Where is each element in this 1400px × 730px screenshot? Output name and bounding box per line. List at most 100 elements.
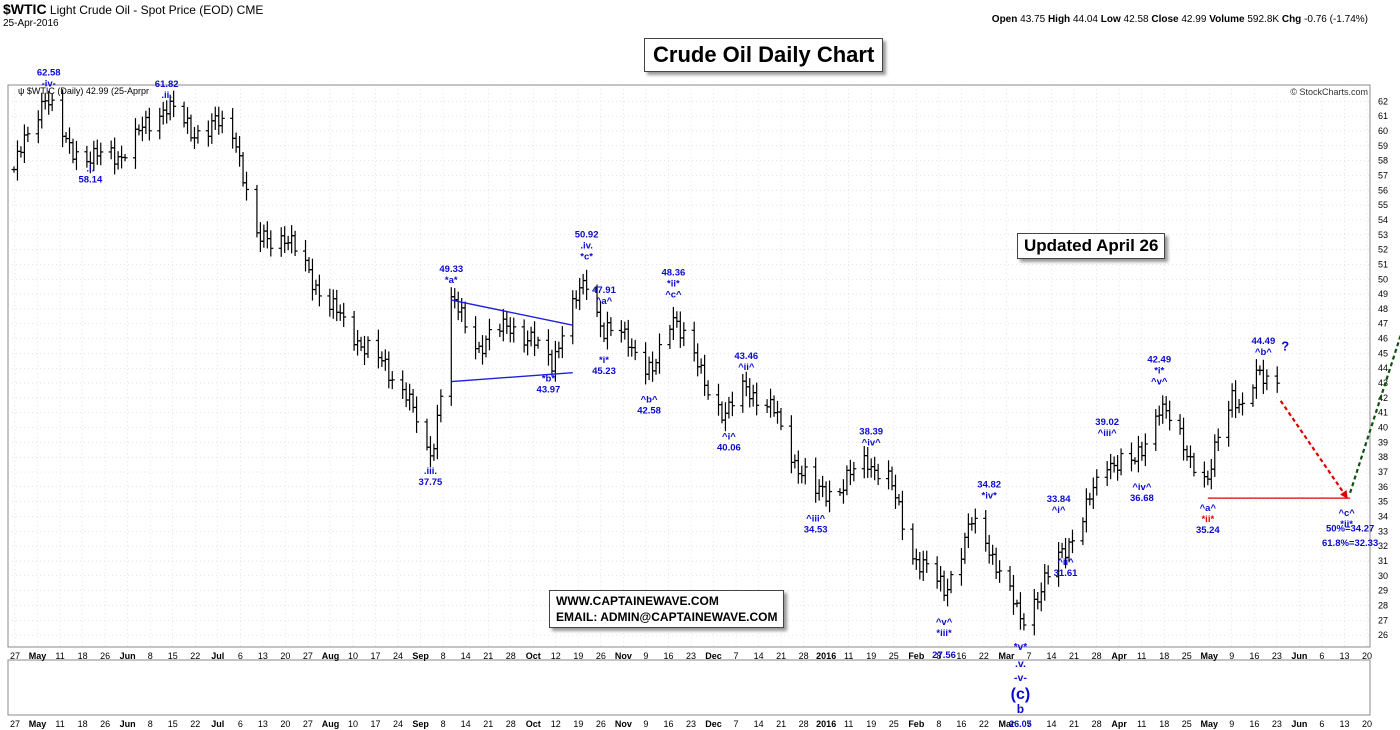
ohlc-bar bbox=[1118, 448, 1124, 476]
x-tick-label: 28 bbox=[799, 719, 809, 729]
open-label: Open bbox=[991, 14, 1018, 25]
ohlc-bar bbox=[1142, 433, 1148, 467]
wave-label-text: .iii. bbox=[424, 466, 437, 477]
x-tick-label: 16 bbox=[956, 651, 966, 661]
header-date: 25-Apr-2016 bbox=[3, 18, 59, 29]
x-tick-label: 11 bbox=[1137, 719, 1146, 729]
wave-label-text: 34.82 bbox=[977, 479, 1001, 490]
x-tick-label: 17 bbox=[371, 719, 381, 729]
low-label-text: b bbox=[1017, 702, 1024, 716]
y-tick-label: 55 bbox=[1378, 200, 1388, 210]
ohlc-bar bbox=[1215, 428, 1221, 452]
x-tick-label: 26 bbox=[100, 719, 110, 729]
x-tick-label: 19 bbox=[573, 651, 583, 661]
x-tick-label: 21 bbox=[483, 719, 493, 729]
x-axis-lower: 27 May 11 18 26 Jun 8 15 22 Jul 6 13 20 27 Aug 10 17 24 Se… bbox=[10, 719, 1372, 729]
website-text: WWW.CAPTAINEWAVE.COM bbox=[556, 594, 719, 608]
x-tick-label: 9 bbox=[1229, 719, 1234, 729]
x-tick-label: 13 bbox=[258, 719, 268, 729]
wave-label: 48.36*ii*^c^ bbox=[661, 268, 685, 301]
x-tick-label: 6 bbox=[1319, 719, 1324, 729]
x-tick-label: Feb bbox=[908, 719, 925, 729]
updated-box: Updated April 26 bbox=[1017, 233, 1166, 259]
wave-label: 38.39^iv^ bbox=[859, 426, 883, 448]
y-tick-label: 48 bbox=[1378, 304, 1388, 314]
ohlc-bar bbox=[292, 230, 298, 256]
y-tick-label: 61 bbox=[1378, 111, 1388, 121]
contact-box: WWW.CAPTAINEWAVE.COM EMAIL: ADMIN@CAPTAI… bbox=[549, 590, 785, 628]
ohlc-bar bbox=[122, 154, 128, 162]
ohlc-bar bbox=[972, 508, 978, 534]
x-tick-label: 11 bbox=[844, 719, 853, 729]
x-tick-label: 17 bbox=[371, 651, 381, 661]
ohlc-bar bbox=[535, 336, 541, 349]
ohlc-bar bbox=[195, 125, 201, 144]
x-tick-label: 7 bbox=[734, 719, 739, 729]
ohlc-bar bbox=[948, 570, 954, 594]
x-tick-label: 11 bbox=[844, 651, 853, 661]
y-tick-label: 33 bbox=[1378, 526, 1388, 536]
wave-label: 62.58-iv- bbox=[37, 68, 61, 90]
x-tick-label: 21 bbox=[776, 719, 786, 729]
wave-label-text: 42.58 bbox=[637, 405, 661, 416]
ohlc-bar bbox=[681, 322, 687, 347]
y-tick-label: 50 bbox=[1378, 274, 1388, 284]
wave-label-text: *ii* bbox=[1201, 514, 1214, 525]
quote-line: Open 43.75 High 44.04 Low 42.58 Close 42… bbox=[992, 14, 1368, 25]
x-tick-label: 14 bbox=[461, 651, 471, 661]
chart-title-box: Crude Oil Daily Chart bbox=[644, 38, 884, 72]
x-tick-label: 24 bbox=[393, 651, 403, 661]
ohlc-bar bbox=[511, 317, 517, 343]
x-tick-label: 21 bbox=[1069, 719, 1079, 729]
wave-label: 49.33*a* bbox=[439, 264, 463, 286]
wave-label-text: ^iv^ bbox=[862, 437, 881, 448]
ohlc-bar bbox=[1167, 400, 1173, 431]
wave-label: 44.49^b^ bbox=[1251, 336, 1275, 358]
wave-label: 47.91^a^ bbox=[592, 285, 616, 307]
x-tick-label: 14 bbox=[1047, 651, 1057, 661]
x-tick-label: 22 bbox=[979, 719, 989, 729]
x-tick-label: 26 bbox=[596, 719, 606, 729]
x-tick-label: Mar bbox=[998, 651, 1015, 661]
x-tick-label: 18 bbox=[78, 719, 88, 729]
wave-label-text: ^v^ bbox=[936, 617, 953, 628]
y-tick-label: 60 bbox=[1378, 126, 1388, 136]
open-value: 43.75 bbox=[1020, 14, 1046, 25]
ohlc-bar bbox=[1094, 469, 1100, 496]
x-tick-label: Jul bbox=[211, 651, 224, 661]
ohlc-bar bbox=[171, 90, 177, 118]
wave-label-text: 62.58 bbox=[37, 68, 61, 79]
wave-label-text: -iv- bbox=[42, 79, 56, 90]
x-tick-label: 15 bbox=[168, 651, 178, 661]
wave-label-text: 49.33 bbox=[439, 264, 463, 275]
x-tick-label: 25 bbox=[889, 651, 899, 661]
x-tick-label: 22 bbox=[190, 719, 200, 729]
wave-label-text: ^v^ bbox=[1151, 377, 1168, 388]
x-tick-label: Jun bbox=[1291, 719, 1307, 729]
x-tick-label: Sep bbox=[412, 719, 429, 729]
x-tick-label: 19 bbox=[866, 651, 876, 661]
wave-label-text: ^iii^ bbox=[806, 514, 825, 525]
x-tick-label: 14 bbox=[1047, 719, 1057, 729]
ohlc-bar bbox=[899, 490, 905, 541]
ohlc-bar bbox=[365, 336, 371, 359]
x-tick-label: 13 bbox=[258, 651, 268, 661]
low-label: Low bbox=[1100, 14, 1121, 25]
high-value: 44.04 bbox=[1072, 14, 1098, 25]
x-tick-label: 13 bbox=[1339, 651, 1349, 661]
brand-link[interactable]: © StockCharts.com bbox=[1290, 87, 1368, 97]
x-tick-label: 27 bbox=[10, 719, 20, 729]
annotation-fib618: 61.8%=32.33 bbox=[1322, 538, 1378, 549]
wave-label-text: 38.39 bbox=[859, 426, 883, 437]
ohlc-bar bbox=[146, 107, 152, 141]
wave-label-text: .i. bbox=[86, 164, 94, 175]
main-panel bbox=[7, 84, 1371, 648]
annotation-fib50: 50%=34.27 bbox=[1326, 523, 1374, 534]
wave-label-text: ^c^ bbox=[665, 290, 682, 301]
x-tick-label: 20 bbox=[280, 719, 290, 729]
x-tick-label: Aug bbox=[322, 719, 340, 729]
x-tick-label: May bbox=[1201, 651, 1219, 661]
x-tick-label: Sep bbox=[412, 651, 429, 661]
x-tick-label: 16 bbox=[1249, 651, 1259, 661]
x-tick-label: 7 bbox=[1026, 651, 1031, 661]
